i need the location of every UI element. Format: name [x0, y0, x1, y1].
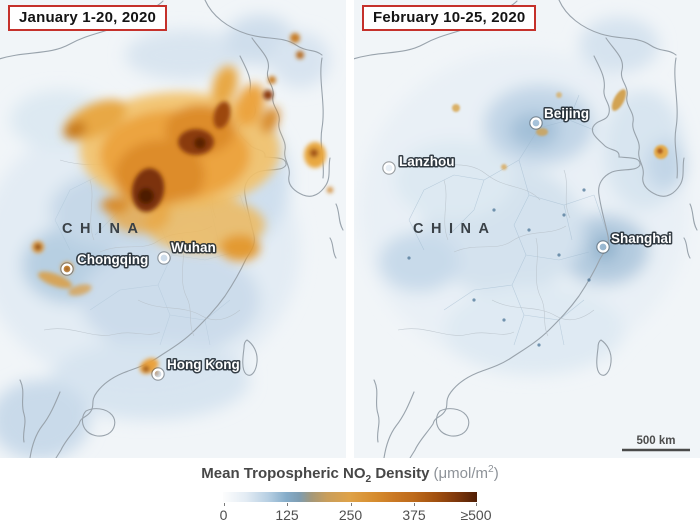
city-label-lanzhou: Lanzhou [399, 154, 455, 169]
legend-title-main: Mean Tropospheric NO [201, 465, 366, 482]
city-label-chongqing: Chongqing [77, 252, 148, 267]
legend-title-after: Density [371, 465, 430, 482]
map-january: CHINA Chongqing Wuhan Hong Kong [0, 0, 346, 458]
legend-units-prefix: (μmol/m [433, 465, 489, 482]
city-marker-shanghai [596, 240, 610, 254]
legend-units: (μmol/m2) [433, 464, 499, 482]
city-dots-layer [407, 188, 591, 347]
legend: Mean Tropospheric NO2 Density (μmol/m2) 0… [0, 460, 700, 523]
date-label-january: January 1-20, 2020 [8, 5, 168, 31]
tick-label-125: 125 [275, 507, 299, 523]
residual-no2-layer [452, 89, 668, 170]
map-panel-february: CHINA Lanzhou Beijing Shanghai 500 km Fe… [354, 0, 700, 458]
colorbar-ticklabels: 0 125 250 375 ≥500 [219, 507, 492, 523]
city-marker-chongqing [60, 262, 74, 276]
legend-title: Mean Tropospheric NO2 Density (μmol/m2) [0, 460, 700, 489]
legend-title-subscript: 2 [365, 474, 372, 485]
tick-label-0: 0 [219, 507, 228, 523]
blue-haze-layer [359, 17, 689, 375]
city-marker-wuhan [157, 251, 171, 265]
city-label-shanghai: Shanghai [611, 231, 672, 246]
no2-hotspots-layer [32, 33, 333, 375]
country-label: CHINA [413, 221, 496, 237]
tick-label-250: 250 [338, 507, 363, 523]
scale-bar-label: 500 km [636, 435, 675, 447]
city-label-hong-kong: Hong Kong [167, 357, 240, 372]
legend-units-superscript: 2 [488, 464, 494, 475]
colorbar [223, 492, 477, 502]
country-label: CHINA [62, 221, 145, 237]
city-marker-beijing [529, 116, 543, 130]
no2-plume-layer [63, 65, 280, 261]
city-marker-hong-kong [151, 367, 165, 381]
map-panel-january: CHINA Chongqing Wuhan Hong Kong January … [0, 0, 346, 458]
colorbar-wrap: 0 125 250 375 ≥500 [219, 492, 492, 523]
map-february: CHINA Lanzhou Beijing Shanghai 500 km [354, 0, 700, 458]
tick-label-500: ≥500 [460, 507, 492, 523]
legend-units-suffix: ) [493, 465, 499, 482]
colorbar-tickmarks [223, 502, 477, 506]
scale-bar: 500 km [622, 435, 690, 452]
tick-label-375: 375 [402, 507, 426, 523]
date-label-february: February 10-25, 2020 [362, 5, 537, 31]
city-label-beijing: Beijing [544, 106, 589, 121]
city-marker-lanzhou [382, 161, 396, 175]
city-label-wuhan: Wuhan [171, 240, 216, 255]
